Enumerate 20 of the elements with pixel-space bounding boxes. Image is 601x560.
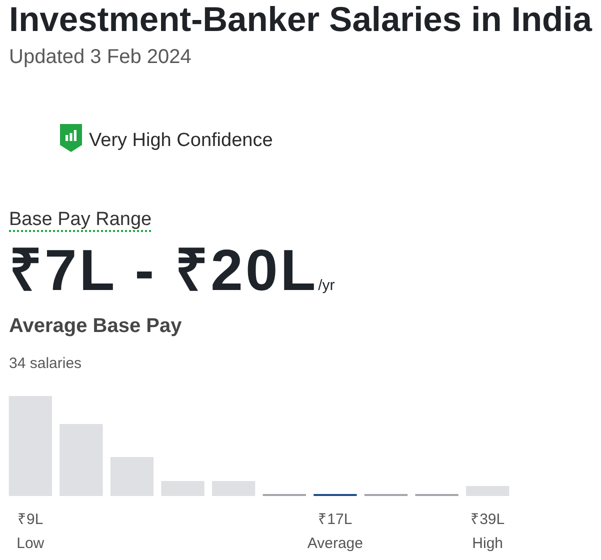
chart-subtitle: Updated 3 Feb 2024: [9, 45, 192, 69]
text: Average: [307, 535, 363, 552]
x-tick-label: ₹39L: [470, 511, 505, 528]
bar: [212, 481, 256, 496]
chart-title: Investment-Banker Salaries in India: [9, 0, 592, 40]
text: /yr: [318, 276, 335, 296]
text: High: [472, 535, 504, 552]
text: 34 salaries: [9, 355, 82, 373]
text: ₹7L - ₹20L: [9, 238, 318, 304]
bar: [110, 457, 154, 496]
x-tick-label: ₹17L: [318, 511, 352, 528]
text: Very High Confidence: [89, 129, 273, 153]
bar: [8, 396, 52, 496]
bar: [466, 486, 510, 496]
bar: [161, 481, 204, 496]
x-tick-label: ₹9L: [18, 511, 44, 528]
bar: [60, 424, 103, 496]
text: Average Base Pay: [9, 314, 182, 338]
text: Base Pay Range: [9, 208, 152, 232]
text: Low: [16, 535, 44, 552]
